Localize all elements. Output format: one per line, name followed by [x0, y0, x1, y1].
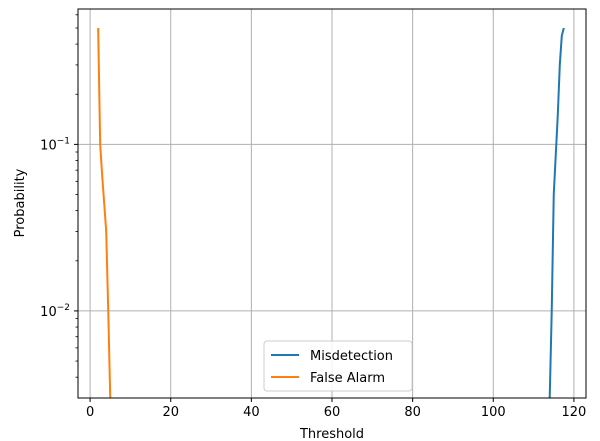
legend-label-misdetection: Misdetection — [310, 349, 393, 364]
x-tick-label: 40 — [243, 405, 260, 420]
x-tick-label: 80 — [404, 405, 421, 420]
plot-lines — [97, 27, 565, 398]
x-tick-label: 100 — [481, 405, 506, 420]
legend-label-false-alarm: False Alarm — [310, 371, 385, 386]
y-tick-label: 10−2 — [40, 303, 70, 320]
x-tick-label: 60 — [324, 405, 341, 420]
x-tick-label: 20 — [162, 405, 179, 420]
legend: Misdetection False Alarm — [263, 340, 413, 392]
y-tick-label: 10−1 — [40, 136, 70, 153]
x-tick-label: 120 — [561, 405, 586, 420]
series-line-false-alarm — [97, 27, 112, 398]
y-axis-label: Probability — [13, 168, 28, 237]
series-line-misdetection — [548, 27, 565, 398]
grid — [78, 9, 586, 398]
legend-box — [263, 340, 413, 392]
axis-ticks: 0 20 40 60 80 100 120 10−2 10−1 — [40, 14, 586, 420]
x-axis-label: Threshold — [299, 427, 364, 441]
x-tick-label: 0 — [86, 405, 94, 420]
